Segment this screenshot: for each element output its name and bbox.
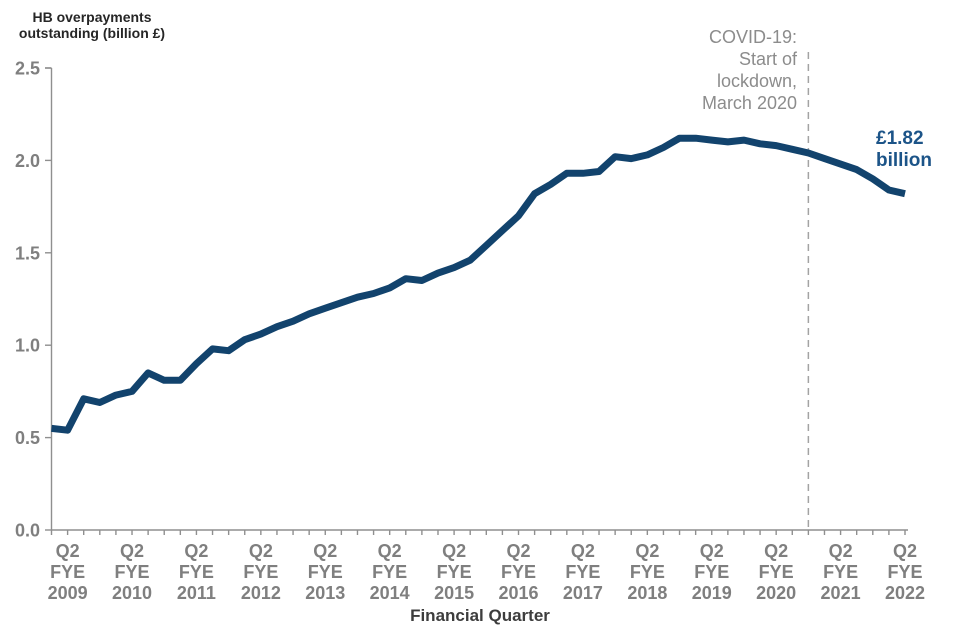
x-tick-label: Q2 FYE 2017	[563, 541, 603, 603]
x-tick-label: Q2 FYE 2021	[821, 541, 861, 603]
data-line	[51, 134, 906, 434]
x-tick-label: Q2 FYE 2011	[177, 541, 216, 603]
y-tick-label: 1.0	[15, 336, 40, 356]
chart-title: HB overpayments outstanding (billion £)	[18, 9, 166, 41]
x-tick-label: Q2 FYE 2022	[885, 541, 925, 603]
x-tick-label: Q2 FYE 2015	[434, 541, 474, 603]
x-tick-label: Q2 FYE 2014	[370, 541, 410, 603]
x-tick-label: Q2 FYE 2018	[627, 541, 667, 603]
y-tick-label: 0.5	[15, 428, 40, 448]
axis-lines	[45, 67, 908, 531]
x-tick-label: Q2 FYE 2020	[756, 541, 796, 603]
y-tick-label: 0.0	[15, 521, 40, 541]
x-tick-label: Q2 FYE 2009	[48, 541, 88, 603]
y-tick-label: 1.5	[15, 243, 40, 263]
x-axis-title: Financial Quarter	[410, 606, 550, 625]
covid-annotation: COVID-19: Start of lockdown, March 2020	[701, 27, 797, 113]
x-tick-label: Q2 FYE 2013	[305, 541, 345, 603]
x-tick-label: Q2 FYE 2010	[112, 541, 152, 603]
x-tick-label: Q2 FYE 2012	[241, 541, 281, 603]
y-tick-label: 2.0	[15, 151, 40, 171]
x-tick-label: Q2 FYE 2016	[498, 541, 538, 603]
end-value-label: £1.82 billion	[876, 128, 932, 171]
x-tick-label: Q2 FYE 2019	[692, 541, 732, 603]
y-tick-label: 2.5	[15, 59, 40, 79]
